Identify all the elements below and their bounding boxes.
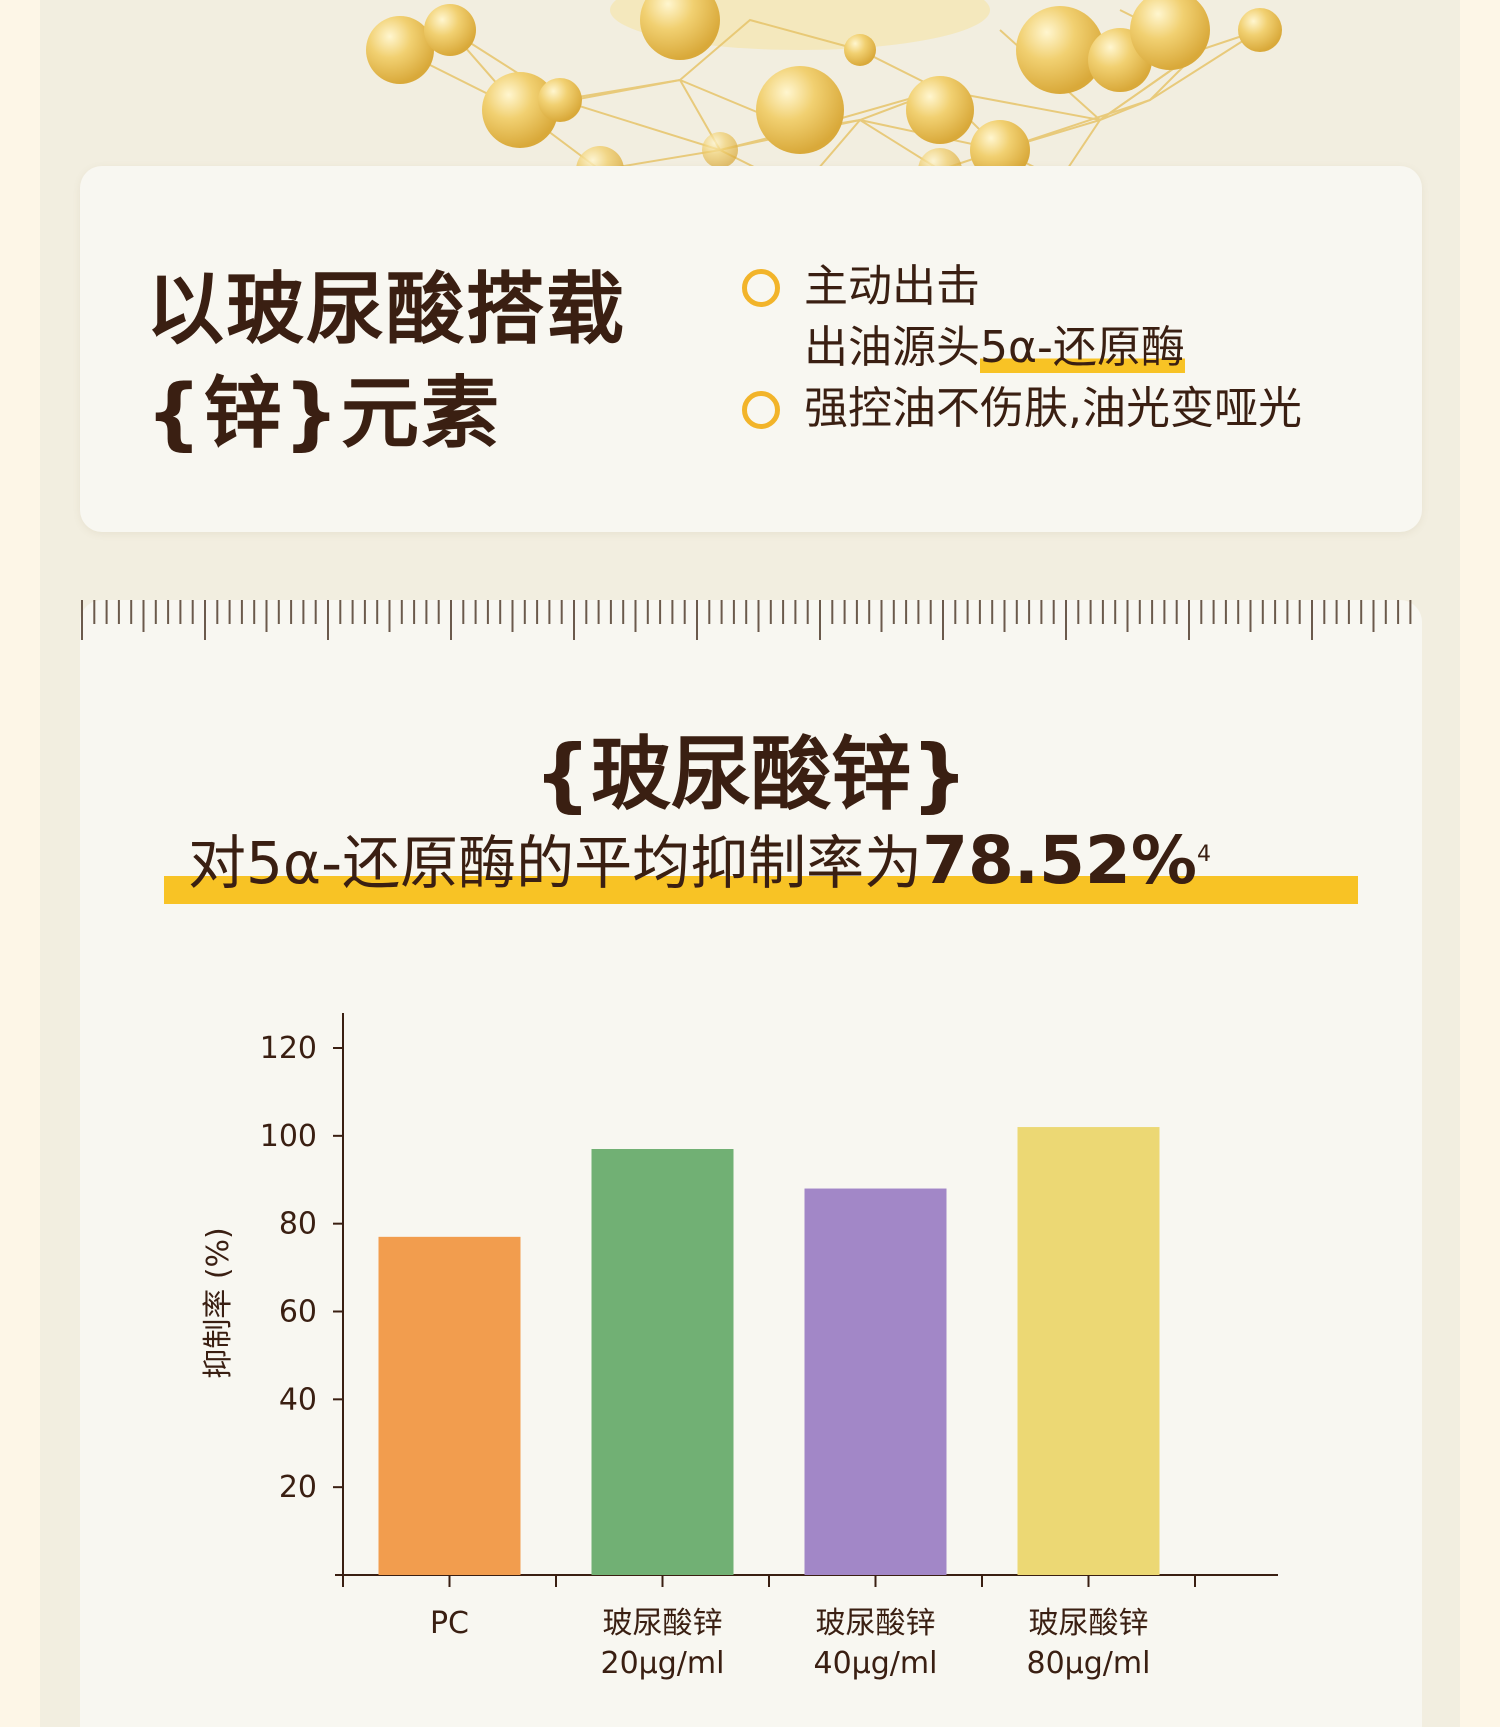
subtitle-highlight	[164, 876, 1358, 904]
subtitle-value: 78.52%	[922, 822, 1197, 899]
footnote-marker: 4	[1196, 842, 1211, 867]
intro-title: 以玻尿酸搭载 {锌}元素	[146, 258, 626, 466]
benefit-item: 强控油不伤肤,油光变哑光	[742, 378, 1302, 439]
bar-chart: 20 40 60 80 100 120 抑制率 (%) PC 玻尿酸锌 20μg/ml 玻尿酸锌 40…	[201, 1013, 1278, 1681]
y-axis-label: 抑制率 (%)	[201, 1227, 236, 1378]
benefit-line: 强控油不伤肤,油光变哑光	[804, 383, 1302, 434]
y-tick-label: 120	[260, 1031, 317, 1066]
benefit-item: 主动出击 出油源头5α-还原酶	[742, 256, 1302, 378]
y-tick-label: 80	[279, 1207, 317, 1242]
intro-title-line2: {锌}元素	[146, 369, 502, 459]
chart-subtitle: 对5α-还原酶的平均抑制率为78.52%4	[164, 824, 1358, 904]
ruler-decoration	[81, 600, 1412, 640]
x-tick-label: PC	[430, 1606, 469, 1641]
x-tick-label: 40μg/ml	[814, 1646, 938, 1681]
chart-title: {玻尿酸锌}	[534, 728, 968, 821]
bullet-ring-icon	[742, 391, 780, 429]
x-tick-label: 20μg/ml	[601, 1646, 725, 1681]
benefit-line: 出油源头5α-还原酶	[804, 317, 1302, 378]
y-tick-label: 20	[279, 1470, 317, 1505]
x-tick-label: 玻尿酸锌	[816, 1606, 936, 1641]
y-tick-label: 40	[279, 1382, 317, 1417]
bar	[1017, 1127, 1160, 1575]
x-tick-label: 玻尿酸锌	[1029, 1606, 1149, 1641]
y-tick-label: 60	[279, 1295, 317, 1330]
molecule-illustration	[366, 0, 1282, 208]
bar	[804, 1188, 947, 1575]
subtitle-text: 对5α-还原酶的平均抑制率为78.52%4	[188, 824, 1211, 900]
y-tick-label: 100	[260, 1119, 317, 1154]
intro-card: 以玻尿酸搭载 {锌}元素 主动出击 出油源头5α-还原酶 强控油不伤肤,油光变哑…	[80, 166, 1422, 532]
intro-title-line1: 以玻尿酸搭载	[146, 265, 627, 355]
benefit-text: 出油源头	[804, 322, 980, 373]
bullet-ring-icon	[742, 269, 780, 307]
benefit-line: 主动出击	[804, 261, 980, 312]
x-tick-label: 80μg/ml	[1027, 1646, 1151, 1681]
x-tick-label: 玻尿酸锌	[603, 1606, 723, 1641]
subtitle-label: 对5α-还原酶的平均抑制率为	[188, 829, 923, 897]
benefit-list: 主动出击 出油源头5α-还原酶 强控油不伤肤,油光变哑光	[742, 256, 1302, 439]
bar	[378, 1236, 521, 1575]
chart-card: {玻尿酸锌} 对5α-还原酶的平均抑制率为78.52%4 20 40 60 80 100…	[80, 600, 1422, 1727]
bar	[591, 1149, 734, 1575]
highlighted-term: 5α-还原酶	[980, 322, 1185, 373]
